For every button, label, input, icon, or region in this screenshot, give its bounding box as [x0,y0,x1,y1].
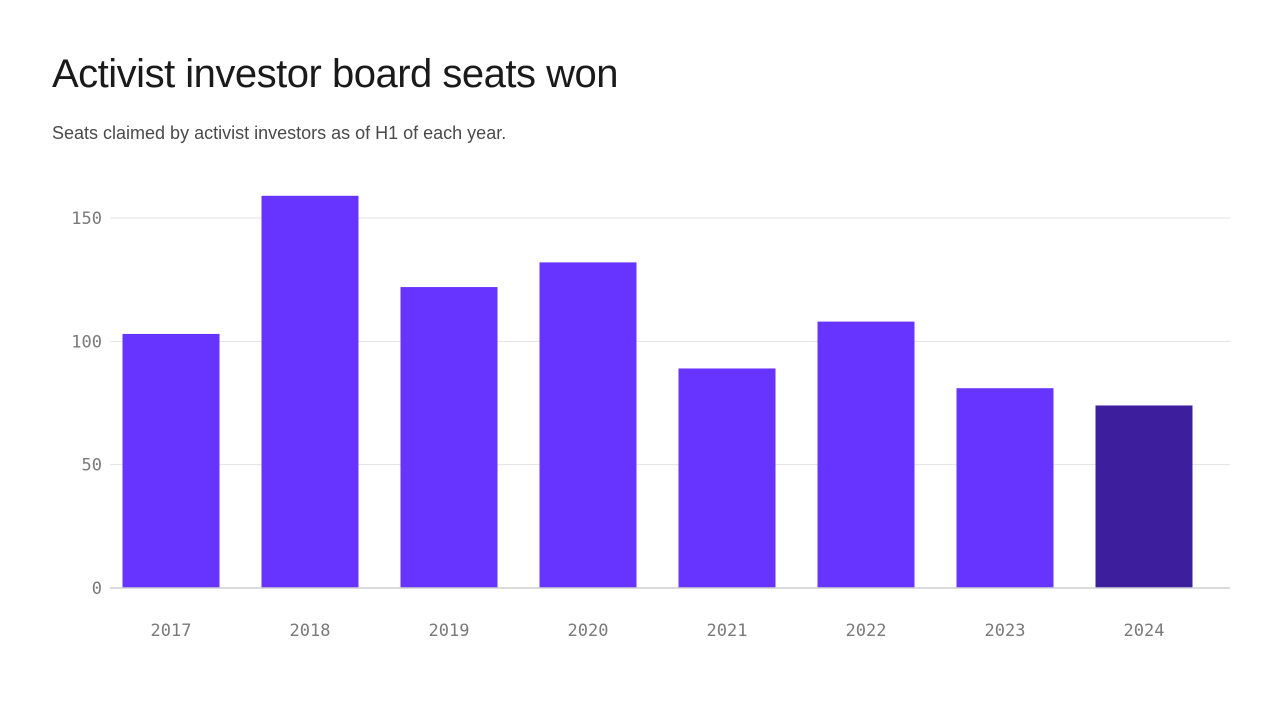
chart-title: Activist investor board seats won [52,52,618,96]
x-tick-label-2017: 2017 [151,621,192,641]
bar-2017 [122,333,220,588]
x-tick-label-2019: 2019 [429,621,470,641]
y-tick-label-150: 150 [71,209,102,229]
y-tick-label-0: 0 [92,579,102,599]
x-tick-label-2023: 2023 [985,621,1026,641]
bar-2021 [678,368,776,588]
x-tick-label-2020: 2020 [568,621,609,641]
bar-2022 [817,321,915,588]
x-tick-label-2018: 2018 [290,621,331,641]
x-tick-label-2021: 2021 [707,621,748,641]
y-tick-label-50: 50 [82,456,102,476]
bar-2018 [261,195,359,589]
bar-2019 [400,287,498,588]
bar-2023 [956,388,1054,588]
x-tick-label-2022: 2022 [846,621,887,641]
chart-subtitle: Seats claimed by activist investors as o… [52,123,507,143]
bar-2024 [1095,405,1193,588]
bar-2020 [539,262,637,588]
x-tick-label-2024: 2024 [1124,621,1165,641]
y-tick-label-100: 100 [71,332,102,352]
